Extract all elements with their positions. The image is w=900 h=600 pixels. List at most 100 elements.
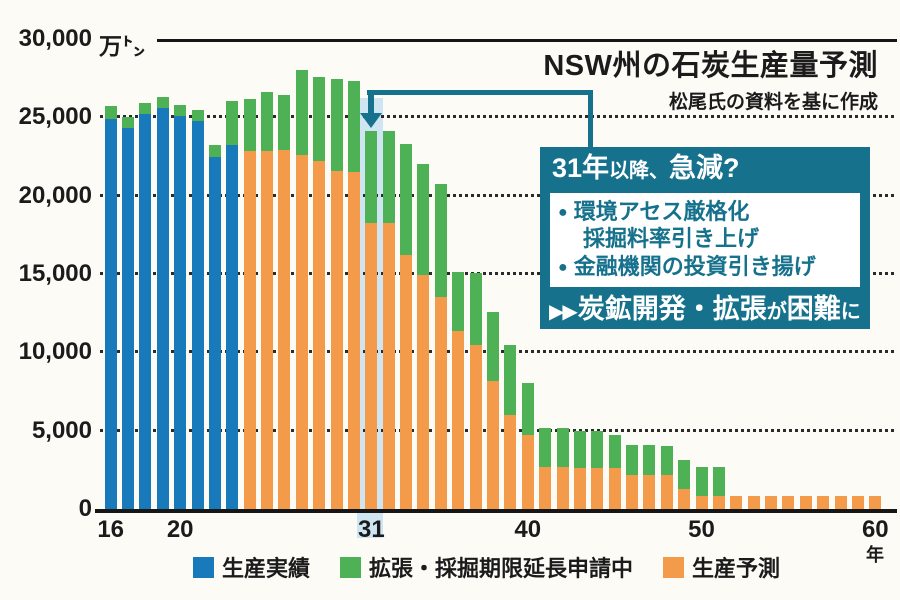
bar-year-29 xyxy=(330,78,343,509)
bar-segment-actual xyxy=(226,144,239,509)
bar-segment-forecast xyxy=(834,496,847,509)
x-axis-labels: 16 20 31 40 50 60 xyxy=(97,516,888,546)
y-tick-label: 10,000 xyxy=(18,338,92,366)
bar-year-36 xyxy=(452,271,465,509)
y-tick-label: 15,000 xyxy=(18,260,92,287)
bar-segment-forecast xyxy=(556,466,569,509)
bar-segment-pending xyxy=(104,106,117,119)
bar-year-26 xyxy=(278,94,291,509)
bar-year-24 xyxy=(243,99,256,509)
bar-year-55 xyxy=(782,496,795,509)
bar-segment-actual xyxy=(208,156,221,509)
bar-segment-pending xyxy=(226,100,239,145)
bar-year-39 xyxy=(504,344,517,509)
bar-segment-pending xyxy=(417,164,430,275)
bar-segment-forecast xyxy=(851,496,864,509)
legend-label: 拡張・採掘期限延長申請中 xyxy=(369,556,634,581)
bar-segment-pending xyxy=(139,103,152,115)
bar-segment-pending xyxy=(330,78,343,172)
y-tick-label: 0 xyxy=(78,495,92,522)
title-block: NSW州の石炭生産量予測 松尾氏の資料を基に作成 xyxy=(543,42,878,114)
bar-segment-pending xyxy=(191,110,204,122)
bar-segment-pending xyxy=(434,183,447,297)
bar-segment-pending xyxy=(504,344,517,415)
bar-year-37 xyxy=(469,273,482,509)
callout-bullet-text: 金融機関の投資引き揚げ xyxy=(573,253,816,279)
bar-segment-forecast xyxy=(504,415,517,509)
legend-swatch-green xyxy=(340,556,362,578)
gridline-20000 xyxy=(100,193,894,197)
bar-segment-actual xyxy=(156,107,169,509)
bar-segment-forecast xyxy=(261,151,274,509)
bar-segment-forecast xyxy=(313,161,326,509)
bar-segment-pending xyxy=(626,444,639,475)
bar-segment-pending xyxy=(556,427,569,467)
gridline-15000 xyxy=(100,272,894,275)
bar-segment-actual xyxy=(174,115,187,509)
legend-label: 生産実績 xyxy=(222,556,311,581)
bar-year-22 xyxy=(208,144,221,509)
bar-segment-forecast xyxy=(573,468,586,509)
bar-segment-pending xyxy=(539,427,552,467)
legend-label: 生産予測 xyxy=(692,556,781,581)
gridline-25000 xyxy=(100,115,894,119)
bar-segment-pending xyxy=(347,81,360,173)
bullet-icon: ● xyxy=(558,258,568,276)
callout-box: 31年以降、急減? ● 環境アセス厳格化 採掘料率引き上げ ● 金融機関の投資引… xyxy=(540,147,870,329)
bar-segment-pending xyxy=(573,430,586,469)
bar-segment-pending xyxy=(400,143,413,256)
bar-segment-forecast xyxy=(365,223,378,509)
y-tick-label: 25,000 xyxy=(18,103,92,131)
legend-item-pending: 拡張・採掘期限延長申請中 xyxy=(340,551,633,583)
y-tick-label: 5,000 xyxy=(31,416,92,444)
bar-year-54 xyxy=(765,496,778,509)
bar-segment-forecast xyxy=(695,496,708,509)
callout-bullet-text: 採掘料率引き上げ xyxy=(583,226,760,252)
bar-year-45 xyxy=(608,435,621,509)
bar-segment-forecast xyxy=(417,274,430,509)
bar-segment-pending xyxy=(174,104,187,116)
bar-segment-forecast xyxy=(243,151,256,509)
bar-segment-pending xyxy=(469,273,482,345)
bar-year-57 xyxy=(817,496,830,509)
bar-segment-forecast xyxy=(591,468,604,509)
bar-segment-forecast xyxy=(817,496,830,509)
bar-year-51 xyxy=(712,466,725,509)
bar-year-41 xyxy=(539,427,552,509)
callout-header-text: 31年 xyxy=(552,153,610,183)
bar-segment-forecast xyxy=(730,496,743,509)
bar-year-20 xyxy=(174,104,187,509)
bar-year-27 xyxy=(295,70,308,509)
bar-segment-forecast xyxy=(452,331,465,509)
bar-year-58 xyxy=(834,496,847,509)
bar-segment-pending xyxy=(678,460,691,489)
bar-segment-forecast xyxy=(295,154,308,509)
legend: 生産実績 拡張・採掘期限延長申請中 生産予測 xyxy=(193,551,780,583)
bar-year-19 xyxy=(156,96,169,509)
x-tick-label: 50 xyxy=(688,516,715,543)
bar-segment-forecast xyxy=(347,172,360,509)
bar-segment-pending xyxy=(712,466,725,497)
bar-segment-forecast xyxy=(626,474,639,509)
bar-year-59 xyxy=(851,496,864,509)
bar-segment-forecast xyxy=(469,344,482,509)
bar-segment-forecast xyxy=(765,496,778,509)
callout-bullet-item: 採掘料率引き上げ xyxy=(558,225,852,252)
bar-year-46 xyxy=(626,444,639,509)
bar-year-49 xyxy=(678,460,691,509)
bar-segment-pending xyxy=(261,91,274,152)
bar-segment-forecast xyxy=(521,434,534,509)
chart-title: NSW州の石炭生産量予測 xyxy=(543,50,878,82)
legend-item-actual: 生産実績 xyxy=(193,551,310,583)
bar-year-44 xyxy=(591,430,604,509)
bar-segment-pending xyxy=(660,445,673,476)
x-axis-line xyxy=(95,509,897,513)
bar-year-21 xyxy=(191,110,204,509)
bar-year-53 xyxy=(747,496,760,509)
bar-segment-forecast xyxy=(643,474,656,509)
bar-segment-forecast xyxy=(869,496,882,509)
bar-segment-pending xyxy=(365,130,378,224)
bar-year-17 xyxy=(122,117,135,509)
x-axis-unit: 年 xyxy=(866,545,884,565)
y-axis-unit: 万㌧ xyxy=(99,33,145,59)
